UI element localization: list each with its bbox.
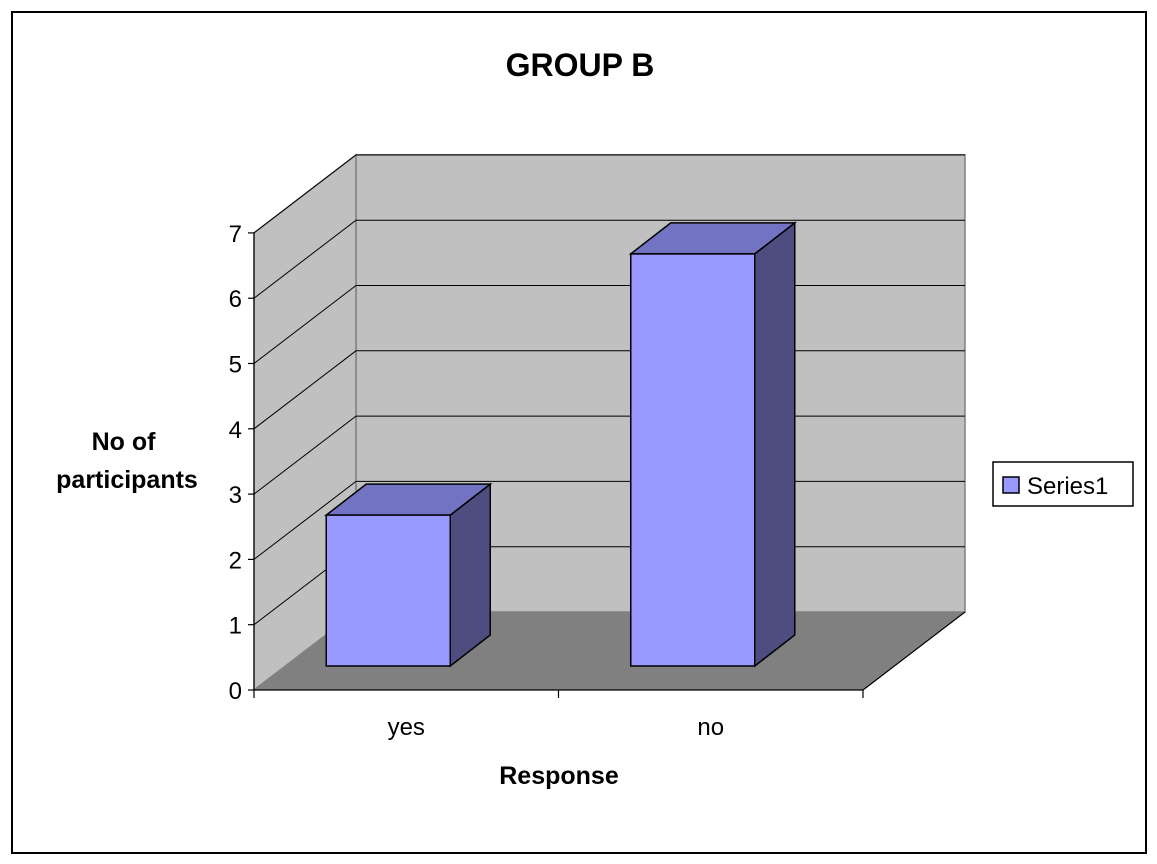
bar-front — [325, 514, 451, 667]
x-tick-label: no — [697, 714, 724, 741]
x-tick-label: yes — [388, 714, 425, 741]
y-tick-label: 3 — [229, 482, 242, 509]
bar-side — [754, 221, 796, 668]
floor-right-edge — [862, 611, 966, 691]
bar-yes — [324, 482, 493, 668]
legend-swatch-series1 — [1002, 476, 1020, 494]
bars — [324, 221, 797, 668]
y-axis-title-line-1: No of — [92, 428, 157, 456]
y-axis-title-line-2: participants — [56, 466, 198, 494]
legend-label-series1: Series1 — [1027, 473, 1108, 500]
y-tick-label: 2 — [229, 547, 242, 574]
gridline — [253, 154, 965, 234]
x-axis-title: Response — [499, 762, 619, 790]
y-tick-label: 5 — [229, 352, 242, 379]
chart-title: GROUP B — [506, 47, 655, 83]
legend: Series1 — [992, 461, 1134, 507]
bar-no — [628, 221, 797, 668]
bar-front — [630, 253, 756, 667]
axes: 0 1 2 3 4 5 6 7 yes no — [229, 221, 966, 741]
y-axis-title: No of participants — [56, 428, 198, 494]
y-tick-label: 6 — [229, 286, 242, 313]
y-tick-label: 4 — [229, 417, 242, 444]
y-tick-label: 1 — [229, 613, 242, 640]
y-tick-label: 7 — [229, 221, 242, 248]
gridline — [253, 219, 965, 299]
y-tick-label: 0 — [229, 678, 242, 705]
